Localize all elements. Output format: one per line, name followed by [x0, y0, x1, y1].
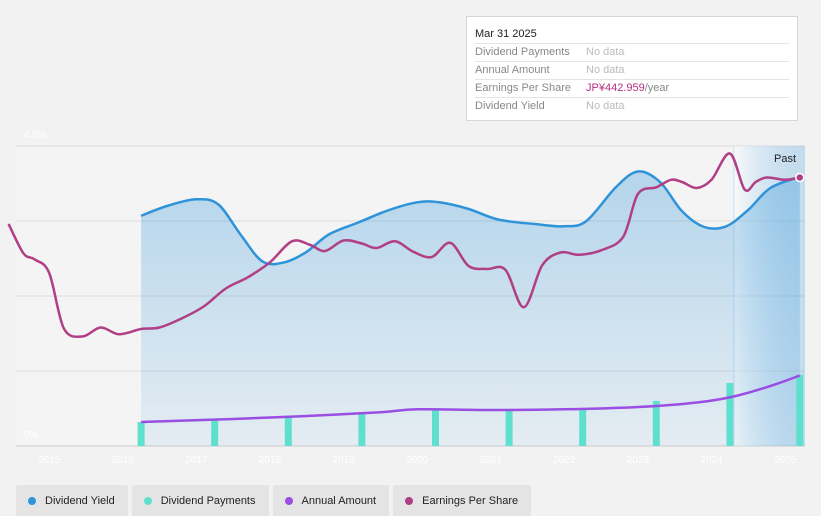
earnings-per-share-marker	[795, 172, 805, 183]
x-tick-label: 2018	[259, 455, 282, 466]
legend-dot-icon	[143, 496, 152, 505]
dividend-yield-line	[140, 170, 801, 266]
dividend-payment-bar	[579, 408, 587, 446]
tooltip-value-suffix: /year	[644, 82, 670, 94]
dividend-payment-bar	[726, 383, 734, 446]
x-tick-label: 2024	[700, 455, 723, 466]
legend-item-dividend-yield[interactable]: Dividend Yield	[16, 485, 128, 516]
legend-item-earnings-per-share[interactable]: Earnings Per Share	[393, 485, 532, 516]
legend-dot-icon	[405, 496, 414, 505]
legend-label: Annual Amount	[301, 494, 377, 507]
x-tick-label: 2022	[553, 455, 576, 466]
x-tick-label: 2020	[406, 455, 429, 466]
tooltip-label: Dividend Payments	[475, 46, 570, 58]
dividend-yield-area-fill	[141, 171, 800, 446]
earnings-per-share-line	[7, 152, 801, 339]
x-tick-label: 2017	[185, 455, 208, 466]
dividend-payment-bar	[432, 409, 439, 447]
dividend-payment-bar	[211, 419, 219, 447]
x-tick-label: 2023	[627, 455, 650, 466]
legend-item-dividend-payments[interactable]: Dividend Payments	[131, 485, 269, 516]
legend: Dividend Yield Dividend Payments Annual …	[16, 485, 532, 516]
series-lines	[7, 152, 805, 424]
tooltip-value: No data	[586, 100, 625, 112]
dividend-payments-bars	[137, 374, 804, 447]
x-tick-label: 2019	[332, 455, 355, 466]
legend-dot-icon	[28, 496, 36, 505]
tooltip-value: No data	[586, 64, 625, 76]
tooltip-row-annual-amount: Annual Amount No data	[475, 62, 789, 80]
tooltip-row-dividend-yield: Dividend Yield No data	[475, 98, 789, 115]
x-tick-label: 2015	[38, 455, 61, 466]
x-axis-ticks: 2015 2016 2017 2018 2019 2020 2021 2022 2023 2024…	[38, 455, 797, 466]
annual-amount-line	[141, 374, 801, 424]
tooltip-panel: Mar 31 2025 Dividend Payments No data An…	[466, 16, 798, 121]
legend-label: Dividend Payments	[160, 494, 256, 507]
tooltip-date: Mar 31 2025	[475, 25, 789, 44]
legend-label: Dividend Yield	[45, 494, 115, 507]
dividend-payment-bar	[505, 410, 513, 446]
tooltip-label: Earnings Per Share	[475, 82, 571, 94]
dividend-yield-area	[141, 171, 800, 446]
past-label: Past	[774, 153, 796, 165]
tooltip-label: Dividend Yield	[475, 100, 545, 112]
tooltip-value: No data	[586, 46, 625, 58]
dividend-payment-bar	[358, 412, 366, 447]
legend-dot-icon	[284, 496, 293, 505]
dividend-payment-bar	[137, 422, 145, 446]
tooltip-label: Annual Amount	[475, 64, 550, 76]
dividend-payment-bar	[652, 401, 660, 446]
legend-item-annual-amount[interactable]: Annual Amount	[272, 485, 390, 516]
x-tick-label: 2025	[774, 455, 797, 466]
dividend-payment-bar	[284, 416, 292, 446]
tooltip-row-dividend-payments: Dividend Payments No data	[475, 44, 789, 62]
x-tick-label: 2016	[112, 455, 135, 466]
tooltip-row-earnings-per-share: Earnings Per Share JP¥442.959/year	[475, 80, 789, 98]
x-tick-label: 2021	[480, 455, 503, 466]
y-tick-bottom: 0%	[24, 430, 39, 441]
legend-label: Earnings Per Share	[422, 494, 519, 507]
dividend-payment-bar	[796, 374, 804, 447]
tooltip-value: JP¥442.959	[586, 82, 645, 94]
y-tick-top: 4.0%	[24, 130, 47, 141]
